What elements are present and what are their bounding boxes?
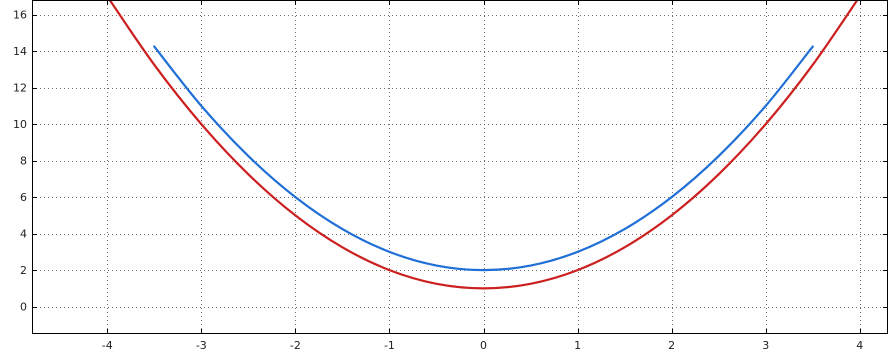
x-tick-label: 4: [856, 339, 863, 352]
y-tick-label: 16: [13, 9, 27, 22]
x-tick-label: -2: [290, 339, 301, 352]
y-tick-label: 12: [13, 82, 27, 95]
x-tick-label: -4: [102, 339, 113, 352]
x-tick-label: 2: [668, 339, 675, 352]
series-line-1: [108, 0, 859, 290]
y-tick-label: 8: [20, 155, 27, 168]
y-tick-label: 6: [20, 191, 27, 204]
grid: [32, 0, 888, 334]
x-tick-label: 1: [574, 339, 581, 352]
y-tick-label: 0: [20, 301, 27, 314]
x-tick-label: -3: [196, 339, 207, 352]
y-tick-label: 2: [20, 264, 27, 277]
x-tick-label: 3: [762, 339, 769, 352]
y-tick-label: 10: [13, 118, 27, 131]
series-group: [108, 0, 859, 290]
y-tick-label: 14: [13, 45, 27, 58]
y-tick-label: 4: [20, 228, 27, 241]
x-tick-label: 0: [480, 339, 487, 352]
ticks: [32, 0, 888, 334]
axes-frame: [32, 0, 888, 334]
x-tick-label: -1: [384, 339, 395, 352]
series-line-2: [153, 45, 814, 272]
